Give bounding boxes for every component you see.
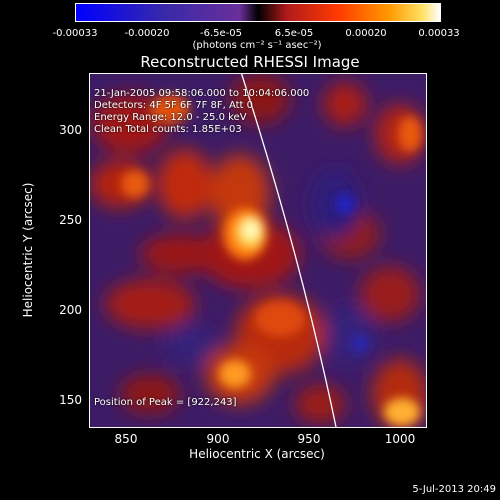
peak-position-label: Position of Peak = [922,243] <box>94 397 237 408</box>
x-tick-label: 850 <box>114 432 138 446</box>
colorbar-tick: -6.5e-05 <box>200 28 242 39</box>
y-tick-label: 250 <box>59 213 82 227</box>
image-title: Reconstructed RHESSI Image <box>140 53 360 71</box>
footer-date: 5-Jul-2013 20:49 <box>412 484 496 495</box>
energy-range-label: Energy Range: 12.0 - 25.0 keV <box>94 112 247 123</box>
y-axis-label: Heliocentric Y (arcsec) <box>21 182 35 318</box>
time-range-label: 21-Jan-2005 09:58:06.000 to 10:04:06.000 <box>94 88 310 99</box>
x-axis-label: Heliocentric X (arcsec) <box>189 447 325 461</box>
x-tick-label: 950 <box>297 432 321 446</box>
colorbar-tick: 0.00033 <box>418 28 460 39</box>
y-tick-label: 200 <box>59 303 82 317</box>
clean-counts-label: Clean Total counts: 1.85E+03 <box>94 124 242 135</box>
colorbar-tick: 0.00020 <box>345 28 387 39</box>
colorbar-units: (photons cm⁻² s⁻¹ asec⁻²) <box>192 40 322 51</box>
colorbar-tick: 6.5e-05 <box>274 28 314 39</box>
colorbar-tick: -0.00033 <box>52 28 98 39</box>
colorbar-tick: -0.00020 <box>124 28 170 39</box>
rhessi-image <box>89 73 427 428</box>
y-tick-label: 300 <box>59 123 82 137</box>
y-tick-label: 150 <box>59 393 82 407</box>
x-tick-label: 1000 <box>384 432 416 446</box>
detectors-label: Detectors: 4F 5F 6F 7F 8F, Att 0 <box>94 100 254 111</box>
x-tick-label: 900 <box>206 432 230 446</box>
image-heatmap <box>90 74 426 427</box>
colorbar <box>75 3 441 22</box>
solar-limb-line <box>240 74 337 427</box>
